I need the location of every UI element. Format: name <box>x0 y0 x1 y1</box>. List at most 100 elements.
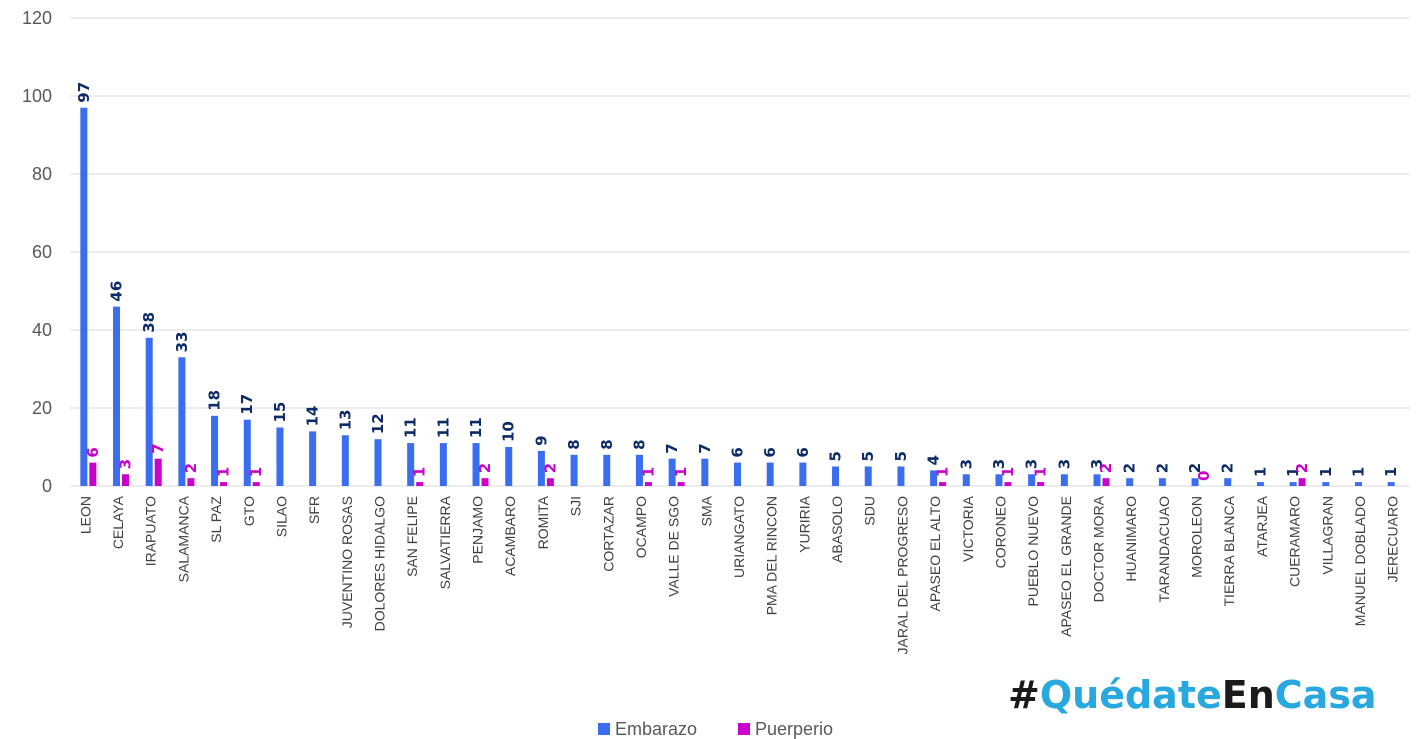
data-label-puerperio: 1 <box>934 467 952 477</box>
data-label-puerperio: 1 <box>411 467 429 477</box>
bar-embarazo <box>472 443 480 486</box>
bar-embarazo <box>1224 478 1232 486</box>
bar-embarazo <box>635 454 643 486</box>
data-label-embarazo: 2 <box>1219 463 1237 473</box>
data-label-puerperio: 1 <box>672 467 690 477</box>
x-tick-label: SALAMANCA <box>175 495 191 582</box>
data-label-puerperio: 2 <box>476 463 494 473</box>
bar-embarazo <box>1289 482 1297 486</box>
data-label-embarazo: 5 <box>827 451 845 461</box>
legend-label-embarazo: Embarazo <box>615 719 697 739</box>
x-tick-label: VALLE DE SGO <box>666 496 682 597</box>
x-tick-label: ACAMBARO <box>502 496 518 576</box>
data-label-embarazo: 5 <box>859 451 877 461</box>
bar-embarazo <box>668 458 676 486</box>
bar-embarazo <box>1060 474 1068 486</box>
bar-embarazo <box>407 443 415 486</box>
x-tick-label: LEON <box>77 496 93 534</box>
data-label-embarazo: 46 <box>108 281 126 302</box>
data-label-embarazo: 1 <box>1251 467 1269 477</box>
data-label-embarazo: 1 <box>1284 467 1302 477</box>
bar-embarazo <box>145 337 153 486</box>
bar-embarazo <box>1256 482 1264 486</box>
data-label-puerperio: 1 <box>639 467 657 477</box>
x-tick-label: MOROLEON <box>1189 496 1205 578</box>
bar-puerperio <box>1102 478 1110 486</box>
data-label-puerperio: 3 <box>117 459 135 469</box>
x-tick-label: APASEO EL GRANDE <box>1058 496 1074 637</box>
y-tick-label: 20 <box>32 398 52 418</box>
data-label-embarazo: 6 <box>761 447 779 457</box>
data-label-puerperio: 6 <box>84 447 102 457</box>
watermark-word-en: En <box>1222 673 1275 717</box>
data-label-puerperio: 1 <box>215 467 233 477</box>
data-label-embarazo: 2 <box>1153 463 1171 473</box>
x-tick-label: URIANGATO <box>731 496 747 578</box>
bar-embarazo <box>1158 478 1166 486</box>
x-tick-label: CUERAMARO <box>1287 496 1303 587</box>
legend-label-puerperio: Puerperio <box>755 719 833 739</box>
x-tick-label: SAN FELIPE <box>404 496 420 577</box>
legend-swatch-embarazo <box>598 723 610 735</box>
x-tick-label: TARANDACUAO <box>1156 496 1172 602</box>
bar-embarazo <box>374 439 382 486</box>
data-label-embarazo: 1 <box>1349 467 1367 477</box>
data-label-embarazo: 1 <box>1382 467 1400 477</box>
bar-embarazo <box>80 107 88 486</box>
bar-embarazo <box>962 474 970 486</box>
x-tick-label: GTO <box>241 496 257 526</box>
x-tick-label: JARAL DEL PROGRESO <box>894 496 910 655</box>
watermark-hashtag: #QuédateEnCasa <box>1008 673 1377 717</box>
legend: Embarazo Puerperio <box>598 719 833 739</box>
watermark-word-quedate: Quédate <box>1040 673 1222 717</box>
x-tick-label: OCAMPO <box>633 496 649 558</box>
bar-embarazo <box>178 357 186 486</box>
x-tick-label: VICTORIA <box>960 495 976 562</box>
x-tick-label: YURIRIA <box>796 495 812 552</box>
watermark-hash: # <box>1008 673 1040 717</box>
data-label-embarazo: 13 <box>336 409 354 430</box>
bar-embarazo <box>537 450 545 486</box>
x-tick-label: PUEBLO NUEVO <box>1025 496 1041 607</box>
x-tick-label: VILLAGRAN <box>1319 496 1335 575</box>
bar-embarazo <box>570 454 578 486</box>
x-tick-label: APASEO EL ALTO <box>927 496 943 612</box>
data-label-embarazo: 18 <box>206 390 224 411</box>
bar-embarazo <box>734 462 741 486</box>
data-label-puerperio: 2 <box>1293 463 1311 473</box>
x-tick-label: PMA DEL RINCON <box>764 496 780 615</box>
data-label-puerperio: 1 <box>247 467 265 477</box>
bar-embarazo <box>897 466 905 486</box>
data-label-embarazo: 2 <box>1121 463 1139 473</box>
data-label-puerperio: 2 <box>541 463 559 473</box>
data-label-embarazo: 3 <box>990 459 1008 469</box>
x-tick-label: IRAPUATO <box>143 496 159 566</box>
x-tick-label: CORONEO <box>992 496 1008 568</box>
bar-embarazo <box>1028 474 1036 486</box>
bar-embarazo <box>701 458 709 486</box>
bar-embarazo <box>505 447 513 486</box>
data-label-embarazo: 6 <box>794 447 812 457</box>
x-tick-label: TIERRA BLANCA <box>1221 495 1237 606</box>
bar-puerperio <box>187 478 195 486</box>
data-label-puerperio: 1 <box>1032 467 1050 477</box>
bar-puerperio <box>1004 482 1012 486</box>
data-label-embarazo: 3 <box>957 459 975 469</box>
bar-puerperio <box>644 482 652 486</box>
bar-embarazo <box>1093 474 1101 486</box>
data-label-embarazo: 7 <box>663 443 681 453</box>
legend-swatch-puerperio <box>738 723 750 735</box>
data-label-embarazo: 15 <box>271 402 289 423</box>
data-label-embarazo: 9 <box>532 435 550 445</box>
x-tick-label: JUVENTINO ROSAS <box>339 496 355 628</box>
data-label-embarazo: 10 <box>500 421 518 442</box>
x-tick-label: DOCTOR MORA <box>1091 495 1107 602</box>
x-tick-label: DOLORES HIDALGO <box>371 496 387 631</box>
y-tick-label: 60 <box>32 242 52 262</box>
data-label-embarazo: 8 <box>598 439 616 449</box>
x-tick-label: ROMITA <box>535 495 551 549</box>
x-tick-label: SL PAZ <box>208 496 224 543</box>
x-tick-label: MANUEL DOBLADO <box>1352 496 1368 626</box>
y-tick-label: 100 <box>22 86 52 106</box>
